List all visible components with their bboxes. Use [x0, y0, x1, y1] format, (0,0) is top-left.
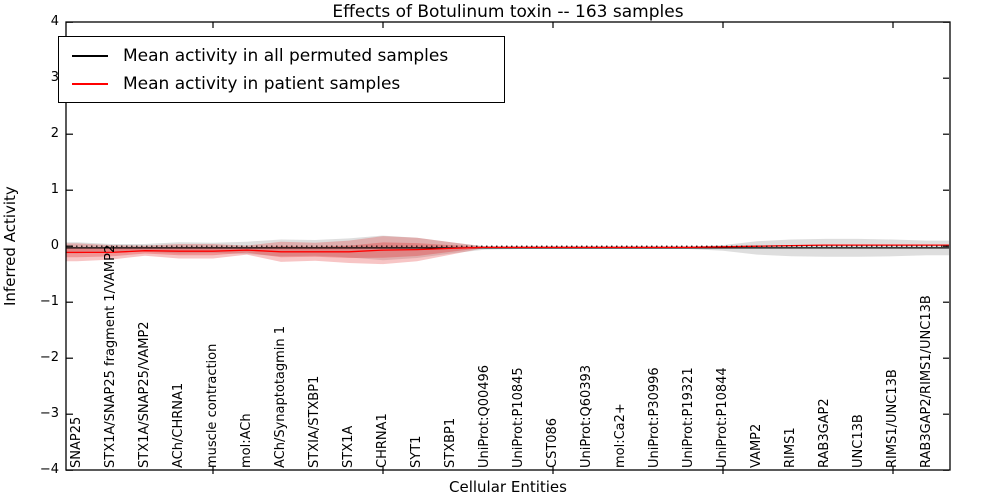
- y-tick-label: 3: [50, 70, 59, 86]
- x-category-label: CHRNA1: [375, 413, 390, 468]
- x-category-label: muscle contraction: [205, 343, 220, 468]
- x-category-label: ACh/Synaptotagmin 1: [273, 325, 288, 468]
- y-tick-label: −4: [39, 462, 59, 478]
- legend-entry-label: Mean activity in patient samples: [123, 74, 401, 94]
- x-category-label: UNC13B: [851, 414, 866, 468]
- x-category-label: UniProt:P10844: [715, 367, 730, 468]
- x-category-label: STXBP1: [443, 417, 458, 468]
- patient-std-band-inner: [66, 242, 949, 258]
- chart-title: Effects of Botulinum toxin -- 163 sample…: [332, 2, 684, 22]
- x-category-label: UniProt:P19321: [681, 367, 696, 468]
- patient-line-swatch: [72, 83, 108, 85]
- x-category-label: STX1A: [341, 425, 356, 468]
- patient-mean-line: [66, 244, 949, 254]
- x-category-label: RAB3GAP2: [817, 398, 832, 468]
- x-category-label: UniProt:Q00496: [477, 364, 492, 468]
- x-category-label: mol:ACh: [239, 413, 254, 468]
- x-category-label: RAB3GAP2/RIMS1/UNC13B: [919, 295, 934, 468]
- y-tick-label: 2: [50, 126, 59, 142]
- x-category-label: CST086: [545, 417, 560, 468]
- x-category-label: mol:Ca2+: [613, 403, 628, 468]
- y-tick-label: −3: [39, 406, 59, 422]
- y-tick-label: −1: [39, 294, 59, 310]
- x-category-label: VAMP2: [749, 423, 764, 468]
- legend-entry-label: Mean activity in all permuted samples: [123, 46, 449, 66]
- y-tick-label: 4: [50, 14, 59, 30]
- x-category-label: STXIA/STXBP1: [307, 375, 322, 468]
- x-category-label: RIMS1/UNC13B: [885, 369, 900, 468]
- legend-entry-permuted: Mean activity in all permuted samples: [59, 42, 504, 70]
- x-category-label: STX1A/SNAP25 fragment 1/VAMP2: [103, 244, 118, 468]
- x-category-label: UniProt:P30996: [647, 367, 662, 468]
- patient-std-band: [66, 236, 949, 265]
- x-category-label: SYT1: [409, 435, 424, 468]
- permuted-line-swatch: [72, 55, 108, 57]
- x-category-label: ACh/CHRNA1: [171, 382, 186, 468]
- x-category-label: STX1A/SNAP25/VAMP2: [137, 321, 152, 468]
- x-category-label: SNAP25: [69, 416, 84, 468]
- x-category-label: UniProt:P10845: [511, 367, 526, 468]
- legend: Mean activity in all permuted samples Me…: [58, 36, 505, 103]
- x-category-label: RIMS1: [783, 427, 798, 468]
- y-tick-label: −2: [39, 350, 59, 366]
- x-axis-label: Cellular Entities: [449, 478, 567, 496]
- y-tick-label: 0: [50, 238, 59, 254]
- x-category-label: UniProt:Q60393: [579, 364, 594, 468]
- legend-entry-patient: Mean activity in patient samples: [59, 70, 504, 98]
- y-tick-label: 1: [50, 182, 59, 198]
